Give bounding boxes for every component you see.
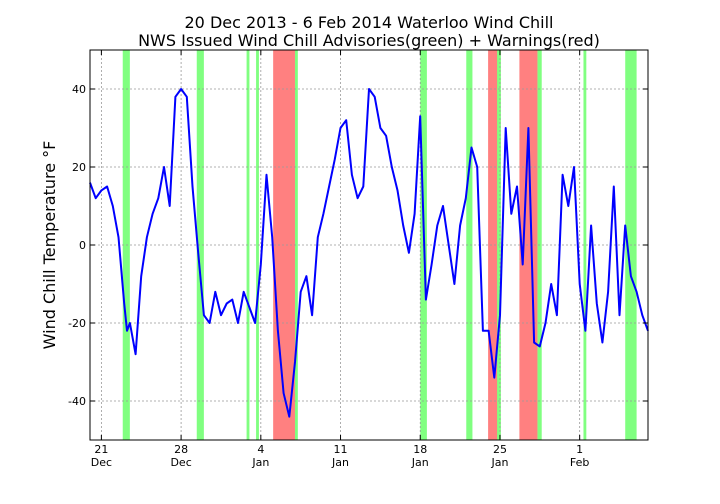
y-tick-label: -20: [68, 317, 86, 330]
warning-span: [488, 50, 498, 440]
advisory-span: [294, 50, 298, 440]
x-tick-label-month: Dec: [91, 456, 112, 469]
x-tick-label-day: 11: [334, 443, 348, 456]
x-tick-label-day: 18: [413, 443, 427, 456]
x-tick-label-day: 25: [493, 443, 507, 456]
advisory-span: [246, 50, 250, 440]
y-tick-label: -40: [68, 395, 86, 408]
x-tick-label-day: 4: [257, 443, 264, 456]
wind-chill-line: [89, 88, 649, 418]
x-tick-label-month: Dec: [170, 456, 191, 469]
x-tick-label-month: Jan: [411, 456, 429, 469]
advisory-span: [466, 50, 473, 440]
chart-title-line1: 20 Dec 2013 - 6 Feb 2014 Waterloo Wind C…: [185, 13, 554, 32]
advisory-span: [583, 50, 587, 440]
warning-span: [519, 50, 538, 440]
x-tick-label-month: Jan: [251, 456, 269, 469]
x-tick-label-month: Jan: [331, 456, 349, 469]
x-tick-label-day: 21: [94, 443, 108, 456]
x-tick-label-month: Feb: [570, 456, 589, 469]
y-tick-label: 20: [72, 161, 86, 174]
y-tick-label: 0: [79, 239, 86, 252]
x-tick-label-day: 28: [174, 443, 188, 456]
advisory-span: [196, 50, 204, 440]
y-tick-label: 40: [72, 83, 86, 96]
y-axis-label: Wind Chill Temperature °F: [40, 141, 59, 350]
x-tick-label-month: Jan: [490, 456, 508, 469]
x-tick-label-day: 1: [576, 443, 583, 456]
chart-title-line2: NWS Issued Wind Chill Advisories(green) …: [138, 31, 600, 50]
plot-area: -40-200204021Dec28Dec4Jan11Jan18Jan25Jan…: [68, 49, 649, 469]
advisory-span: [256, 50, 259, 440]
